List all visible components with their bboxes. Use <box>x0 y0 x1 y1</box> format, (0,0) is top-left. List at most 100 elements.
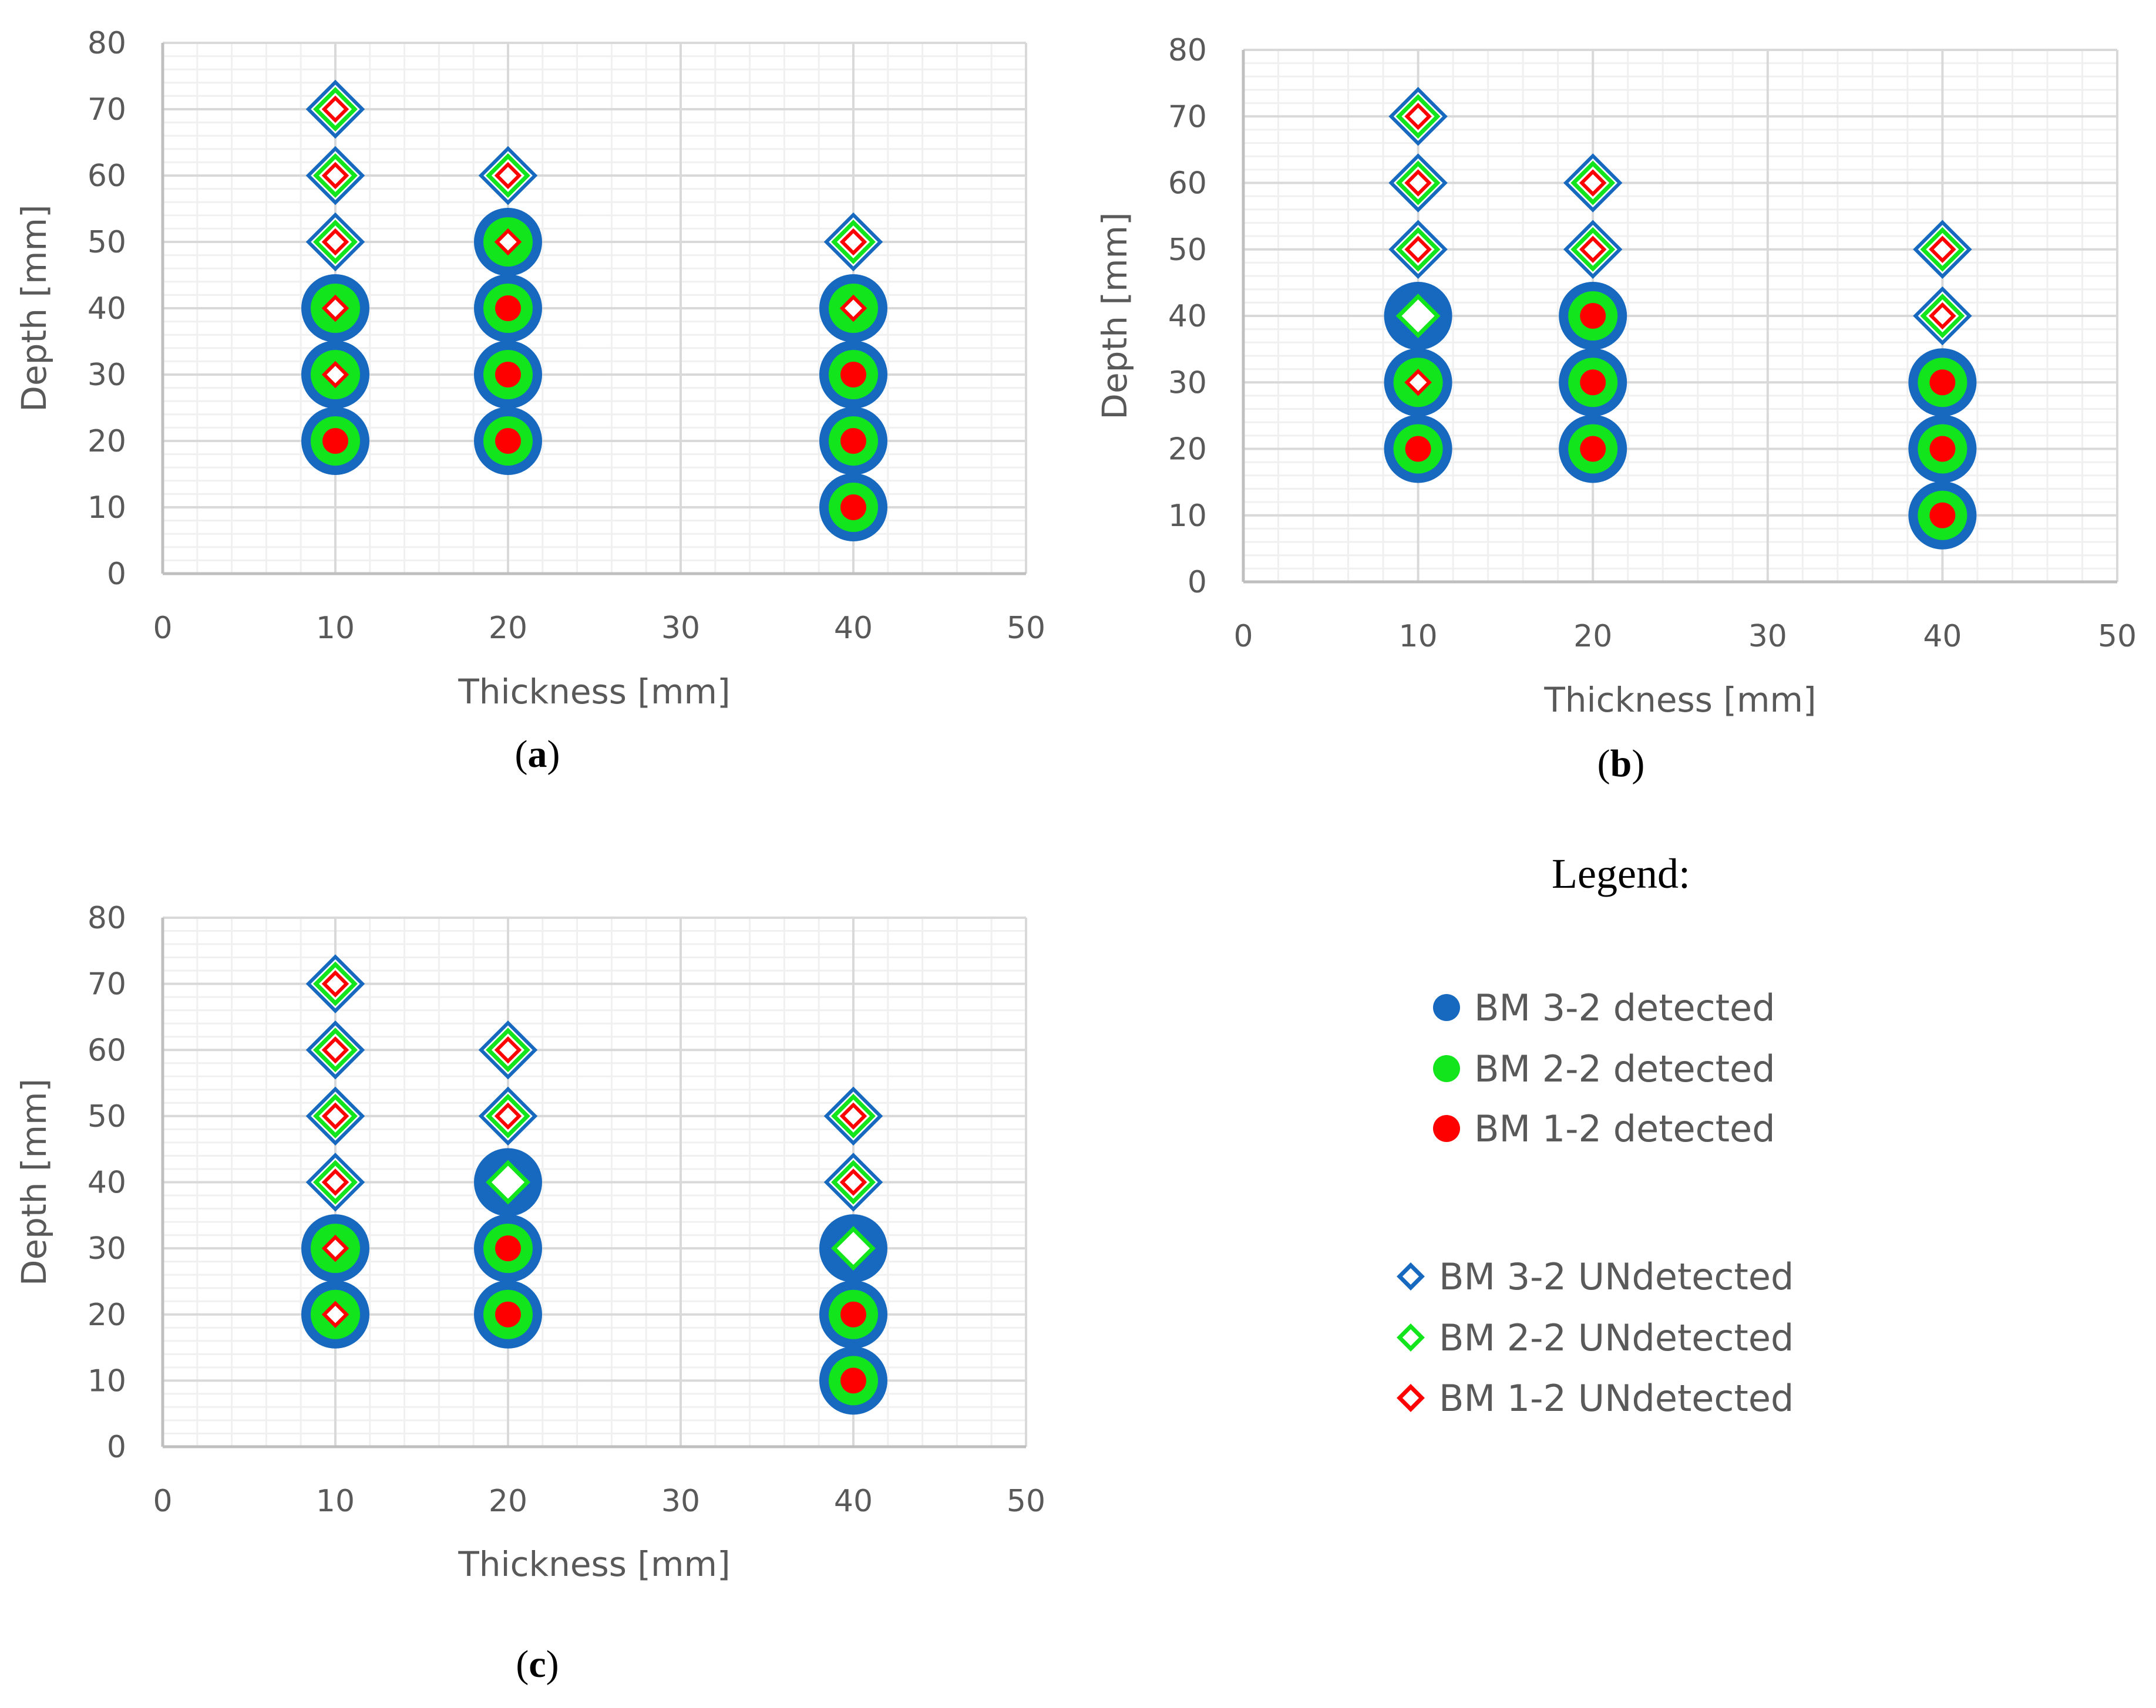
point-b-s2-x20-y30 <box>1580 369 1606 396</box>
legend-label-5: BM 2-2 UNdetected <box>1439 1316 1794 1359</box>
y-tick-label: 50 <box>88 225 126 260</box>
y-tick-label: 40 <box>88 291 126 326</box>
y-axis-title: Depth [mm] <box>14 204 54 412</box>
point-a-s5-x10-y30 <box>321 361 349 389</box>
point-b-s5-x20-y50 <box>1579 235 1607 263</box>
point-b-s5-x20-y60 <box>1579 169 1607 197</box>
x-tick-label: 20 <box>489 1484 527 1519</box>
legend-label-6: BM 1-2 UNdetected <box>1439 1377 1794 1420</box>
point-b-s2-x40-y10 <box>1929 502 1956 528</box>
point-a-s2-x40-y30 <box>840 362 866 388</box>
x-tick-label: 30 <box>661 1484 700 1519</box>
y-tick-label: 40 <box>88 1165 126 1201</box>
point-c-s5-x10-y40 <box>321 1168 349 1196</box>
legend-marker-1 <box>1433 994 1460 1021</box>
x-tick-label: 50 <box>1007 1484 1045 1519</box>
point-b-s5-x40-y40 <box>1929 302 1956 330</box>
legend-marker-3 <box>1433 1115 1460 1142</box>
y-tick-label: 20 <box>88 424 126 459</box>
point-c-s5-x40-y50 <box>839 1102 867 1130</box>
y-tick-label: 50 <box>1168 233 1207 268</box>
y-axis-title: Depth [mm] <box>14 1079 54 1286</box>
point-a-s2-x40-y20 <box>840 428 866 454</box>
x-tick-label: 10 <box>316 1484 355 1519</box>
point-b-s5-x10-y30 <box>1404 369 1432 396</box>
legend-title: Legend: <box>1552 850 1690 897</box>
point-c-s2-x40-y20 <box>840 1301 866 1328</box>
y-tick-label: 0 <box>107 1430 126 1465</box>
chart-a: 0 10 20 30 40 50 0 10 20 30 40 50 60 70 80 Thickness [m… <box>14 26 1045 712</box>
x-axis-title: Thickness [mm] <box>1543 680 1816 720</box>
x-tick-label: 10 <box>316 611 355 646</box>
legend-label-3: BM 1-2 detected <box>1474 1107 1775 1150</box>
chart-b: 0 10 20 30 40 50 0 10 20 30 40 50 60 70 80 Thickness [m… <box>1095 33 2137 720</box>
x-tick-label: 40 <box>1923 619 1962 654</box>
point-b-s5-x10-y60 <box>1404 169 1432 197</box>
x-axis-title: Thickness [mm] <box>458 672 730 712</box>
x-tick-label: 50 <box>2098 619 2137 654</box>
point-a-s5-x10-y50 <box>321 228 349 256</box>
point-a-s5-x20-y60 <box>494 161 522 190</box>
point-b-s2-x20-y20 <box>1580 436 1606 462</box>
x-tick-label: 0 <box>153 1484 172 1519</box>
point-c-s5-x20-y50 <box>494 1102 522 1130</box>
y-tick-label: 70 <box>88 92 126 127</box>
y-tick-label: 60 <box>88 159 126 194</box>
y-tick-label: 30 <box>88 1231 126 1266</box>
point-a-s5-x20-y50 <box>494 228 522 256</box>
y-tick-label: 0 <box>107 557 126 592</box>
point-a-s2-x10-y20 <box>322 428 348 454</box>
y-axis-title: Depth [mm] <box>1095 212 1135 419</box>
point-c-s4-x20-y40 <box>486 1160 530 1205</box>
point-b-s2-x40-y20 <box>1929 436 1956 462</box>
point-a-s5-x10-y40 <box>321 294 349 322</box>
x-tick-label: 40 <box>834 611 873 646</box>
x-tick-label: 50 <box>1007 611 1045 646</box>
y-tick-label: 10 <box>88 490 126 525</box>
point-c-s2-x20-y20 <box>495 1301 521 1328</box>
y-tick-label: 70 <box>88 967 126 1002</box>
y-tick-label: 40 <box>1168 299 1207 334</box>
point-c-s5-x20-y60 <box>494 1036 522 1064</box>
point-c-s5-x10-y60 <box>321 1036 349 1064</box>
point-c-s5-x10-y50 <box>321 1102 349 1130</box>
legend-label-1: BM 3-2 detected <box>1474 986 1775 1029</box>
point-c-s5-x10-y30 <box>321 1234 349 1262</box>
point-a-s5-x10-y70 <box>321 95 349 123</box>
legend-label-4: BM 3-2 UNdetected <box>1439 1255 1794 1298</box>
point-a-s5-x40-y50 <box>839 228 867 256</box>
legend: BM 3-2 detected BM 2-2 detected BM 1-2 det… <box>1397 986 1794 1420</box>
x-tick-label: 10 <box>1399 619 1438 654</box>
x-tick-label: 0 <box>1233 619 1253 654</box>
point-b-s2-x20-y40 <box>1580 303 1606 329</box>
x-axis-title: Thickness [mm] <box>458 1544 730 1584</box>
y-tick-label: 10 <box>88 1363 126 1399</box>
point-b-s2-x10-y20 <box>1405 436 1431 462</box>
point-b-s4-x10-y40 <box>1395 294 1441 338</box>
point-b-s5-x10-y50 <box>1404 235 1432 263</box>
x-tick-label: 30 <box>661 611 700 646</box>
y-tick-label: 80 <box>88 901 126 936</box>
point-c-s5-x10-y20 <box>321 1301 349 1328</box>
caption-b: (b) <box>1597 742 1645 785</box>
point-c-s2-x20-y30 <box>495 1235 521 1262</box>
point-a-s2-x40-y10 <box>840 494 866 520</box>
point-b-s5-x40-y50 <box>1929 235 1956 263</box>
chart-c: 0 10 20 30 40 50 0 10 20 30 40 50 60 70 80 Thickness [m… <box>14 901 1045 1584</box>
legend-marker-2 <box>1433 1055 1460 1082</box>
x-tick-label: 40 <box>834 1484 873 1519</box>
point-a-s2-x20-y40 <box>495 295 521 321</box>
point-a-s5-x10-y60 <box>321 161 349 190</box>
point-a-s2-x20-y30 <box>495 362 521 388</box>
y-tick-label: 0 <box>1188 565 1207 600</box>
y-tick-label: 80 <box>1168 33 1207 68</box>
x-tick-label: 0 <box>153 611 172 646</box>
point-a-s5-x40-y40 <box>839 294 867 322</box>
legend-label-2: BM 2-2 detected <box>1474 1047 1775 1090</box>
point-c-s4-x40-y30 <box>831 1226 876 1271</box>
y-tick-label: 20 <box>88 1298 126 1333</box>
caption-c: (c) <box>516 1643 559 1686</box>
point-a-s2-x20-y20 <box>495 428 521 454</box>
y-tick-label: 70 <box>1168 99 1207 134</box>
